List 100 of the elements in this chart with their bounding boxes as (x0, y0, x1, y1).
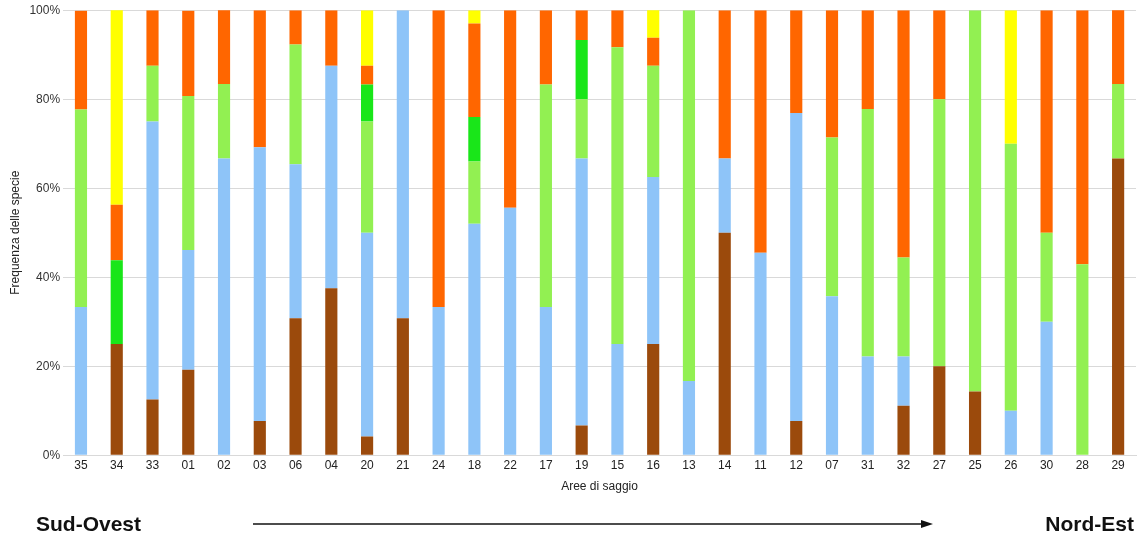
y-tick-label: 0% (42, 447, 61, 462)
x-tick-label: 07 (825, 457, 839, 472)
bar (1004, 410, 1017, 455)
bar (325, 288, 338, 455)
bar (575, 40, 588, 100)
bar (1112, 84, 1125, 159)
bar (575, 425, 588, 455)
bar (74, 109, 88, 308)
bar (682, 10, 696, 381)
bar (289, 44, 302, 165)
bar (575, 158, 588, 426)
bar (182, 369, 195, 455)
bar (647, 65, 660, 178)
x-tick-label: 19 (574, 457, 589, 472)
bar (396, 318, 409, 455)
x-tick-label: 15 (610, 457, 625, 472)
bar (647, 343, 660, 455)
bar (110, 10, 123, 205)
bar (611, 47, 624, 344)
bar (74, 10, 88, 110)
y-tick-label: 20% (36, 358, 61, 373)
bar (754, 10, 767, 253)
bar (647, 10, 660, 38)
bar (146, 10, 159, 66)
x-tick-label: 33 (145, 457, 160, 472)
bar (1076, 10, 1089, 265)
bar (647, 177, 660, 344)
bar (682, 380, 696, 455)
bar (217, 84, 231, 159)
bar (182, 96, 195, 251)
x-tick-label: 16 (646, 457, 661, 472)
bar (933, 366, 946, 455)
x-tick-label: 22 (503, 457, 518, 472)
x-tick-label: 01 (181, 457, 196, 472)
y-tick-label: 80% (36, 91, 61, 106)
bar (575, 10, 588, 41)
bar (110, 343, 123, 455)
x-tick-label: 29 (1111, 457, 1126, 472)
x-tick-label: 31 (861, 457, 875, 472)
bar (790, 113, 803, 421)
x-tick-label: 26 (1004, 457, 1018, 472)
bar (718, 158, 731, 233)
y-axis-title: Frequenza delle specie (7, 170, 22, 295)
bar (790, 10, 803, 113)
bar (539, 307, 552, 455)
bar (361, 121, 374, 233)
bar (468, 117, 481, 162)
bar (968, 391, 982, 455)
text: Nord-Est (1045, 512, 1134, 536)
x-tick-label: 28 (1075, 457, 1090, 472)
bar (933, 10, 946, 100)
bar (754, 252, 767, 455)
bar (325, 65, 338, 289)
bar (718, 232, 731, 455)
bar (253, 10, 266, 148)
bar (897, 10, 910, 258)
x-tick-label: 24 (431, 457, 446, 472)
bar (575, 99, 588, 159)
x-tick-label: 03 (253, 457, 267, 472)
bar (396, 10, 409, 319)
x-tick-label: 34 (110, 457, 124, 472)
x-axis-title: Aree di saggio (561, 479, 639, 494)
bar (718, 10, 731, 159)
bar (968, 10, 982, 392)
bar (468, 223, 481, 455)
text: Sud-Ovest (36, 512, 142, 536)
bar (1004, 10, 1017, 144)
bar (146, 399, 159, 455)
bar (146, 65, 159, 122)
bar (361, 10, 374, 66)
x-tick-label: 35 (74, 457, 88, 472)
bar (217, 10, 231, 85)
bar (1004, 143, 1017, 411)
x-tick-label: 21 (396, 457, 410, 472)
bar (289, 318, 302, 455)
x-tick-label: 20 (360, 457, 375, 472)
bar (1076, 264, 1089, 455)
x-tick-label: 27 (932, 457, 947, 472)
bar (611, 10, 624, 48)
bar (325, 10, 338, 66)
bar (289, 10, 302, 45)
bar (1112, 158, 1125, 455)
bar (253, 147, 266, 421)
bar (933, 99, 946, 367)
bar (217, 158, 231, 455)
bar (539, 10, 552, 85)
x-tick-label: 17 (539, 457, 553, 472)
x-tick-label: 06 (288, 457, 303, 472)
bar (825, 137, 839, 297)
bar (432, 10, 445, 308)
bar (1040, 321, 1053, 455)
bar (182, 10, 195, 97)
bar (539, 84, 552, 308)
x-tick-label: 12 (789, 457, 804, 472)
bar (1040, 10, 1053, 233)
bar (110, 260, 123, 344)
bar (253, 420, 266, 455)
bar (110, 204, 123, 261)
bar (611, 343, 624, 455)
bar (861, 356, 874, 455)
